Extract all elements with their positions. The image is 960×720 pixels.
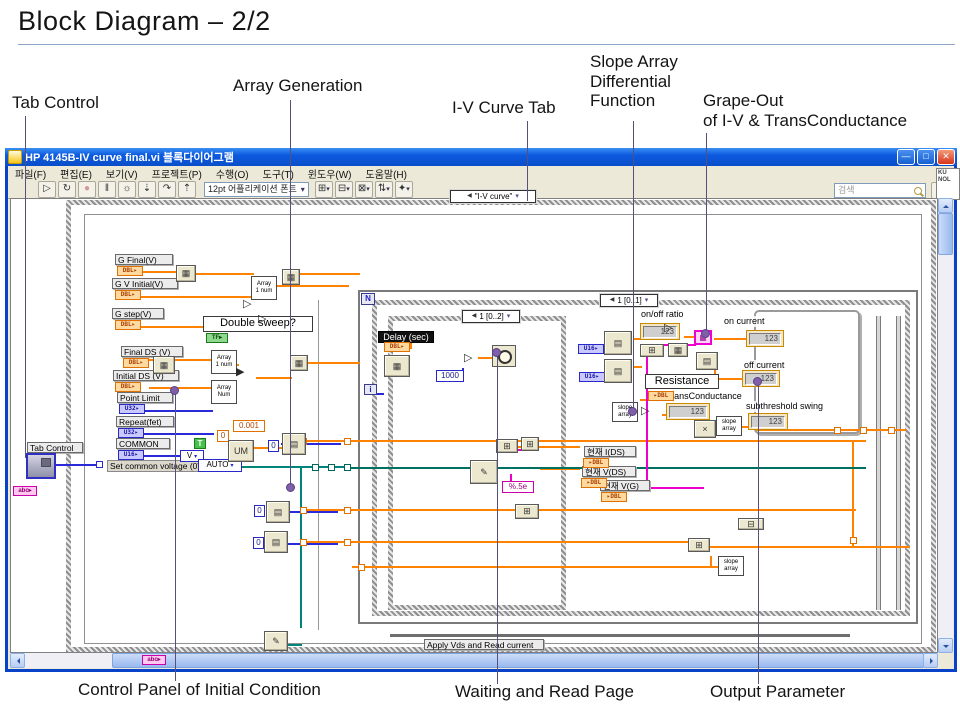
labview-app-icon [8,150,22,164]
menu-item[interactable]: 파일(F) [15,169,47,181]
resize-objects-dropdown[interactable]: ⊠▾ [354,180,373,198]
step-over-button[interactable]: ↷ [158,180,176,198]
pause-button[interactable]: ‖ [98,180,116,198]
search-icon [914,186,922,195]
annotation-array-generation: Array Generation [233,76,363,95]
toolbar-run-group: ▷ ↻ ● ‖ ☼ ⇣ ↷ ⇡ [36,180,196,198]
scrollbar-corner [938,653,953,668]
menu-item[interactable]: 프로젝트(P) [151,169,202,181]
cleanup-diagram-button[interactable]: ✦▾ [394,180,413,198]
page-title: Block Diagram – 2/2 [18,6,271,36]
menu-item[interactable]: 보기(V) [105,169,138,181]
menu-bar: 파일(F) 편집(E) 보기(V) 프로젝트(P) 수행(O) 도구(T) 윈도우(W) 도움… [8,166,954,181]
vertical-scrollbar[interactable] [938,198,953,653]
annotation-waiting: Waiting and Read Page [455,682,634,701]
distribute-objects-dropdown[interactable]: ⊟▾ [334,180,353,198]
minimize-button[interactable]: — [897,149,915,165]
scroll-up-arrow[interactable] [938,198,953,213]
annotation-output-parameter: Output Parameter [710,682,846,701]
scroll-right-arrow[interactable] [923,653,938,668]
vertical-scroll-thumb[interactable] [938,213,953,255]
toolbar-align-group: ⊞▾ ⊟▾ ⊠▾ ⇅▾ ✦▾ [313,180,413,198]
annotation-control-panel: Control Panel of Initial Condition [78,680,321,699]
restore-button[interactable]: □ [917,149,935,165]
ku-nol-logo: KU NOL [936,168,960,200]
menu-item[interactable]: 도움말(H) [365,169,407,181]
annotation-grape-out: Grape-Out of I-V & TransConductance [703,91,908,130]
menu-item[interactable]: 윈도우(W) [307,169,352,181]
scroll-down-arrow[interactable] [938,638,953,653]
title-bar[interactable]: HP 4145B-IV curve final.vi 블록다이어그램 — □ ✕ [5,148,957,166]
labview-window: HP 4145B-IV curve final.vi 블록다이어그램 — □ ✕… [5,148,960,672]
horizontal-scrollbar[interactable] [10,653,938,668]
annotation-iv-curve-tab: I-V Curve Tab [452,98,556,117]
align-objects-dropdown[interactable]: ⊞▾ [314,180,333,198]
run-continuous-button[interactable]: ↻ [58,180,76,198]
menu-item[interactable]: 도구(T) [262,169,294,181]
menu-item[interactable]: 수행(O) [215,169,249,181]
step-out-button[interactable]: ⇡ [178,180,196,198]
reorder-dropdown[interactable]: ⇅▾ [374,180,393,198]
step-into-button[interactable]: ⇣ [138,180,156,198]
highlight-execution-button[interactable]: ☼ [118,180,136,198]
run-button[interactable]: ▷ [38,180,56,198]
search-placeholder: 검색 [838,185,855,195]
close-button[interactable]: ✕ [937,149,955,165]
annotation-tab-control: Tab Control [12,93,99,112]
window-title: HP 4145B-IV curve final.vi 블록다이어그램 [25,152,234,164]
menu-item[interactable]: 편집(E) [60,169,92,181]
title-underline [18,44,955,45]
toolbar: ▷↻●‖☼⇣↷⇡ 12pt 어플리케이션 폰트 ⊞▾⊟▾⊠▾⇅▾✦▾ 검색 ? … [8,168,960,200]
horizontal-scroll-thumb[interactable] [112,653,924,668]
annotation-slope-array: Slope Array Differential Function [590,52,678,111]
block-diagram-canvas[interactable] [10,198,938,653]
search-input[interactable]: 검색 [834,183,926,198]
abort-button[interactable]: ● [78,180,96,198]
scroll-left-arrow[interactable] [10,653,25,668]
font-selector[interactable]: 12pt 어플리케이션 폰트 [204,181,309,197]
